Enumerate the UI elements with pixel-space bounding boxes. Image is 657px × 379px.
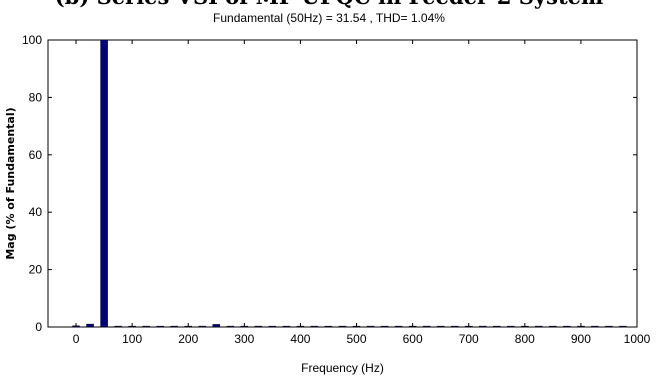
- y-tick-label: 60: [29, 148, 43, 162]
- bar-675hz: [450, 325, 459, 328]
- bar-25hz: [86, 323, 94, 328]
- bar-450hz: [324, 325, 333, 328]
- bar-375hz: [282, 325, 291, 328]
- x-tick-label: 200: [178, 332, 198, 346]
- bar-575hz: [394, 325, 403, 328]
- plot-frame: [47, 39, 638, 328]
- bar-650hz: [436, 325, 445, 328]
- y-axis: 0 20 40 60 80 100: [22, 33, 637, 334]
- x-tick-label: 900: [571, 332, 591, 346]
- y-tick-label: 80: [29, 90, 43, 104]
- chart-title: Fundamental (50Hz) = 31.54 , THD= 1.04%: [213, 11, 445, 25]
- y-tick-label: 40: [29, 205, 43, 219]
- bar-475hz: [338, 325, 347, 328]
- bar-725hz: [478, 325, 487, 328]
- bar-50hz: [100, 39, 108, 328]
- x-tick-label: 300: [234, 332, 254, 346]
- plot-area: 0 100 200 300 400 500 600 700 800 900 1000 0 20 40 60…: [22, 33, 651, 346]
- y-tick-label: 100: [22, 33, 42, 47]
- x-tick-label: 400: [290, 332, 310, 346]
- x-tick-label: 600: [403, 332, 423, 346]
- bar-825hz: [535, 325, 543, 328]
- bar-850hz: [549, 325, 557, 328]
- x-tick-label: 700: [459, 332, 479, 346]
- y-axis-title: Mag (% of Fundamental): [4, 107, 17, 259]
- bar-925hz: [591, 325, 599, 328]
- x-tick-label: 0: [73, 332, 80, 346]
- x-axis-title: Frequency (Hz): [301, 361, 384, 375]
- bar-975hz: [619, 325, 627, 328]
- bar-150hz: [156, 325, 164, 328]
- bar-750hz: [493, 325, 501, 328]
- bar-875hz: [563, 325, 571, 328]
- bar-75hz: [114, 325, 122, 328]
- bar-775hz: [507, 325, 515, 328]
- x-tick-label: 500: [347, 332, 367, 346]
- bar-250hz: [212, 324, 221, 328]
- bar-325hz: [254, 325, 263, 328]
- bar-225hz: [198, 325, 207, 328]
- x-tick-label: 800: [515, 332, 535, 346]
- x-axis: 0 100 200 300 400 500 600 700 800 900 1000: [73, 40, 651, 346]
- chart-heading: (b) Series VSI of MF-UPQC in Feeder-2 Sy…: [55, 0, 603, 9]
- bar-550hz: [380, 325, 389, 328]
- x-tick-label: 1000: [624, 332, 651, 346]
- bar-525hz: [366, 325, 375, 328]
- bar-950hz: [605, 325, 613, 328]
- x-tick-label: 100: [122, 332, 142, 346]
- y-tick-label: 0: [35, 320, 42, 334]
- y-tick-label: 20: [29, 263, 43, 277]
- bar-625hz: [422, 325, 431, 328]
- bar-175hz: [170, 325, 178, 328]
- bar-425hz: [310, 325, 319, 328]
- bar-125hz: [142, 325, 150, 328]
- bar-350hz: [268, 325, 277, 328]
- bar-275hz: [226, 325, 235, 328]
